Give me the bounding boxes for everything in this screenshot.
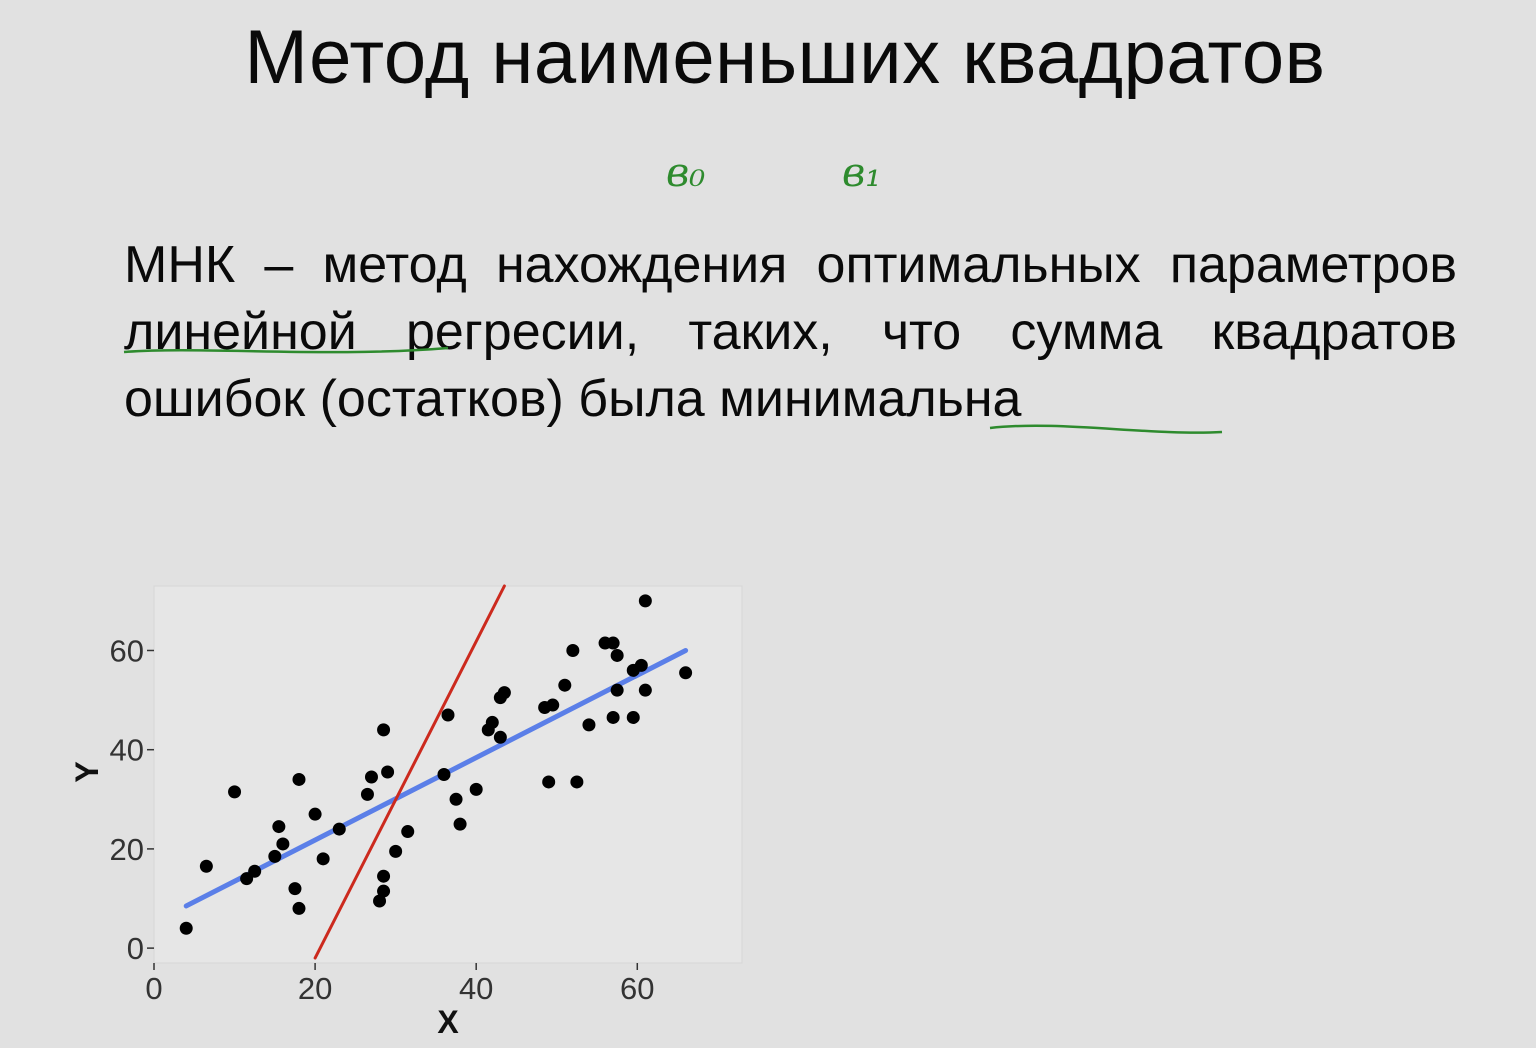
data-point	[449, 792, 463, 806]
data-point	[272, 820, 286, 834]
handwritten-note-b1: в₁	[842, 150, 882, 196]
data-point	[546, 698, 560, 712]
data-point	[497, 686, 511, 700]
data-point	[469, 782, 483, 796]
data-point	[606, 636, 620, 650]
data-point	[437, 768, 451, 781]
data-point	[610, 648, 624, 662]
data-point	[377, 869, 391, 883]
data-point	[292, 772, 306, 786]
data-point	[542, 775, 556, 789]
data-point	[288, 882, 302, 896]
data-point	[248, 864, 262, 878]
data-point	[377, 884, 391, 898]
data-point	[493, 730, 507, 744]
data-point	[626, 710, 640, 724]
data-point	[308, 807, 322, 821]
data-point	[268, 849, 282, 863]
data-point	[638, 594, 652, 608]
data-point	[634, 658, 648, 672]
data-point	[292, 901, 306, 915]
y-tick-label: 60	[110, 633, 144, 668]
data-point	[377, 723, 391, 737]
data-point	[401, 825, 415, 839]
x-tick-label: 40	[459, 971, 493, 1006]
data-point	[381, 765, 395, 779]
data-point	[610, 683, 624, 697]
data-point	[558, 678, 572, 692]
handwritten-note-b0: в₀	[666, 150, 706, 196]
data-point	[360, 787, 374, 801]
y-axis-ticks: 0 20 40 60	[110, 633, 154, 966]
data-point	[606, 710, 620, 724]
fit-lines	[183, 584, 689, 960]
data-point	[582, 718, 596, 732]
data-point	[179, 921, 193, 935]
data-point	[570, 775, 584, 789]
data-point	[332, 822, 346, 836]
x-axis-title: X	[437, 1004, 459, 1040]
x-axis-ticks: 0 20 40 60	[145, 963, 655, 1006]
data-point	[373, 894, 387, 908]
data-point	[453, 817, 467, 831]
x-tick-label: 60	[620, 971, 654, 1006]
x-tick-label: 20	[298, 971, 332, 1006]
data-point	[199, 859, 213, 873]
slide-title: Метод наименьших квадратов	[244, 15, 1326, 100]
data-point	[276, 837, 290, 851]
y-tick-label: 40	[110, 733, 144, 768]
x-tick-label: 0	[145, 971, 162, 1006]
data-point	[364, 770, 378, 784]
data-point	[316, 852, 330, 866]
data-point	[228, 785, 242, 799]
data-point	[441, 708, 455, 722]
regression-line	[183, 647, 689, 909]
red-line	[313, 584, 506, 960]
y-tick-label: 20	[110, 832, 144, 867]
data-point	[638, 683, 652, 697]
data-point	[389, 844, 403, 858]
data-point	[485, 715, 499, 729]
data-point	[679, 666, 693, 680]
y-axis-title: Y	[69, 761, 105, 782]
data-point	[566, 643, 580, 657]
y-tick-label: 0	[127, 931, 144, 966]
data-points	[179, 594, 693, 935]
